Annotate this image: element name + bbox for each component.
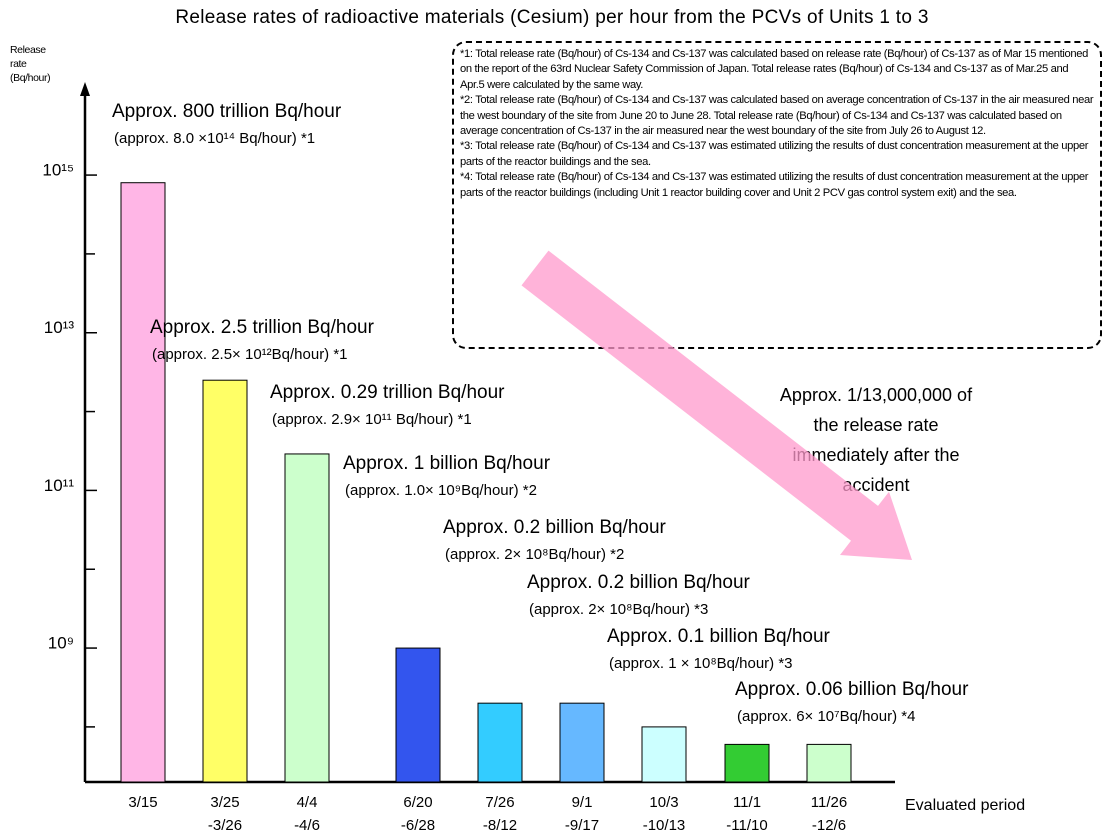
notes-box: *1: Total release rate (Bq/hour) of Cs-1…	[452, 41, 1102, 349]
x-tick-label: -4/6	[294, 817, 320, 834]
y-tick-label: 10¹³	[44, 318, 75, 337]
x-axis-label: Evaluated period	[905, 797, 1025, 814]
bar-annotation: Approx. 0.29 trillion Bq/hour	[270, 382, 505, 403]
bar-annotation-detail: (approx. 1 × 10⁸Bq/hour) *3	[609, 655, 793, 672]
x-tick-label: 4/4	[297, 794, 318, 811]
bar-annotation-detail: (approx. 2× 10⁸Bq/hour) *2	[445, 546, 624, 563]
bar	[284, 453, 330, 783]
bar	[202, 379, 248, 783]
bar-annotation: Approx. 0.1 billion Bq/hour	[607, 626, 831, 647]
bar-annotation: Approx. 0.2 billion Bq/hour	[443, 517, 667, 538]
bar	[641, 726, 687, 783]
x-tick-label: 3/25	[210, 794, 239, 811]
y-axis-label: Release	[10, 44, 46, 56]
x-tick-label: 10/3	[649, 794, 678, 811]
arrow-note: accident	[842, 475, 909, 495]
bar	[120, 182, 166, 783]
bar-annotation: Approx. 1 billion Bq/hour	[343, 453, 551, 474]
y-tick-label: 10¹⁵	[42, 161, 74, 180]
x-tick-label: -9/17	[565, 817, 599, 834]
x-tick-label: -6/28	[401, 817, 435, 834]
chart-title: Release rates of radioactive materials (…	[175, 7, 928, 28]
x-tick-label: -3/26	[208, 817, 242, 834]
note: *3: Total release rate (Bq/hour) of Cs-1…	[460, 140, 1089, 168]
bar-annotation-detail: (approx. 6× 10⁷Bq/hour) *4	[737, 708, 915, 725]
bar-annotation: Approx. 0.2 billion Bq/hour	[527, 572, 751, 593]
note: *2: Total release rate (Bq/hour) of Cs-1…	[460, 94, 1094, 138]
bar-annotation: Approx. 0.06 billion Bq/hour	[735, 679, 969, 700]
x-tick-label: 11/26	[811, 794, 847, 811]
note: *4: Total release rate (Bq/hour) of Cs-1…	[460, 171, 1089, 199]
x-tick-label: -10/13	[643, 817, 686, 834]
bar-annotation: Approx. 2.5 trillion Bq/hour	[150, 317, 375, 338]
y-tick-label: 10⁹	[48, 634, 74, 653]
note: *1: Total release rate (Bq/hour) of Cs-1…	[460, 48, 1088, 91]
x-tick-label: 9/1	[572, 794, 593, 811]
arrow-note: immediately after the	[792, 445, 959, 465]
bar	[559, 702, 605, 783]
x-tick-label: 3/15	[128, 794, 157, 811]
x-tick-label: -8/12	[483, 817, 517, 834]
bar-annotation-detail: (approx. 8.0 ×10¹⁴ Bq/hour) *1	[114, 130, 315, 147]
arrow-note: the release rate	[813, 415, 938, 435]
x-tick-label: -11/10	[726, 817, 767, 834]
y-axis-arrow	[80, 82, 90, 96]
bar-annotation-detail: (approx. 2.5× 10¹²Bq/hour) *1	[152, 346, 348, 363]
x-tick-label: -12/6	[812, 817, 846, 834]
y-axis-label: rate	[10, 58, 27, 70]
y-axis-label: (Bq/hour)	[10, 72, 50, 84]
bar	[395, 647, 441, 783]
bar-annotation-detail: (approx. 1.0× 10⁹Bq/hour) *2	[345, 482, 537, 499]
bar-annotation-detail: (approx. 2.9× 10¹¹ Bq/hour) *1	[272, 411, 472, 428]
bar	[806, 743, 852, 783]
bar-annotation: Approx. 800 trillion Bq/hour	[112, 101, 342, 122]
x-tick-label: 6/20	[403, 794, 432, 811]
x-tick-label: 11/1	[733, 794, 761, 811]
y-tick-label: 10¹¹	[44, 476, 75, 495]
bar	[477, 702, 523, 783]
bar	[724, 743, 770, 783]
x-tick-label: 7/26	[485, 794, 514, 811]
arrow-note: Approx. 1/13,000,000 of	[780, 385, 973, 405]
bar-annotation-detail: (approx. 2× 10⁸Bq/hour) *3	[529, 601, 708, 618]
